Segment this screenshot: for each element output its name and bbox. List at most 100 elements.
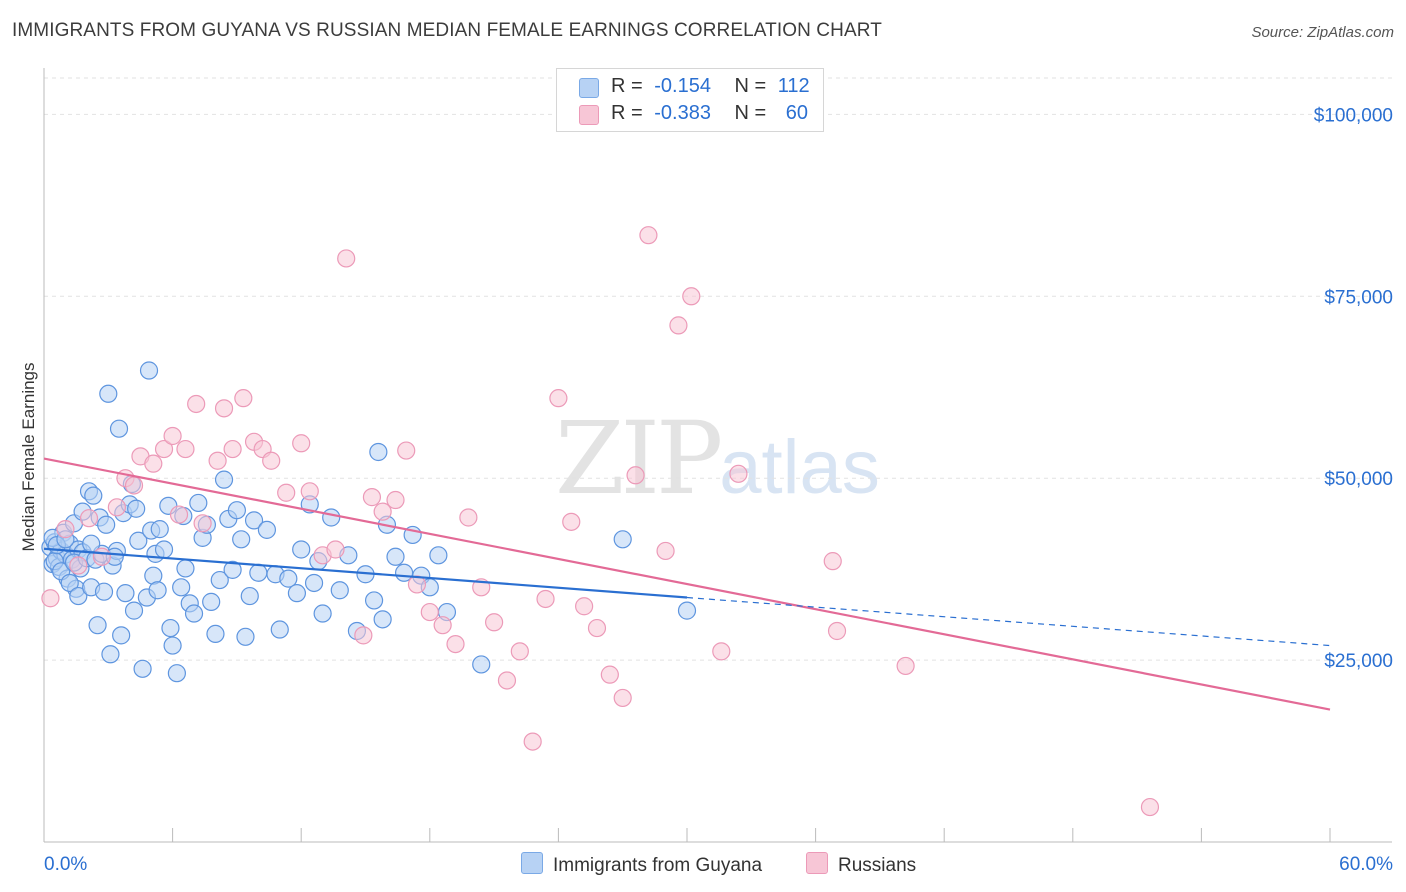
r-label: R = [611,75,643,97]
guyana-point [244,511,264,530]
guyana-point [386,547,405,566]
guyana-point [161,618,180,638]
russians-point [669,316,688,335]
russians-point [69,556,88,575]
russians-point [154,439,174,459]
y-tick-label: $100,000 [1314,105,1393,126]
russians-point [656,541,675,561]
guyana-point [677,601,697,620]
guyana-point [279,569,298,588]
russians-point [362,488,382,507]
legend-swatch-russians [579,105,599,125]
y-tick-label: $50,000 [1324,469,1393,490]
trend-lines [43,457,1331,711]
russians-point [214,399,234,418]
n-label: N = [734,102,767,124]
guyana-point [154,540,174,559]
guyana-point [116,584,135,603]
guyana-point [167,664,186,683]
guyana-point [429,546,448,565]
guyana-point [223,560,242,579]
russians-point [510,642,529,661]
guyana-point [202,592,221,611]
russians-point [536,589,555,609]
russians-point [124,476,144,495]
x-tick-label: 0.0% [44,854,87,875]
y-tick-label: $75,000 [1324,287,1393,308]
russians-point [163,426,182,446]
guyana-point [206,624,225,644]
guyana-point [124,601,144,620]
russians-point [262,451,281,470]
guyana-point [330,581,349,600]
russians-point [600,665,619,684]
guyana-point [184,604,204,623]
guyana-point [109,419,129,438]
guyana-point [94,582,114,601]
guyana-point [112,626,131,645]
russians-point [827,621,847,641]
gridlines [44,77,1392,661]
guyana-point [148,581,167,600]
guyana-trend-line [43,547,688,599]
guyana-point [214,470,234,489]
russians-point [587,618,607,638]
guyana-point [127,499,146,518]
guyana-point [304,573,324,593]
russians-point [433,616,452,635]
russians-point [497,671,517,690]
russians-point [613,688,632,708]
russians-point [682,287,701,306]
guyana-point [84,486,103,505]
guyana-point [227,501,246,520]
guyana-point [472,655,491,674]
series-russians-points [41,226,1160,817]
guyana-point [232,530,251,549]
russians-point [729,464,748,483]
russians-point [176,439,195,459]
r-label: R = [611,102,643,124]
x-tick-label: 60.0% [1339,854,1393,875]
series-guyana-points [41,361,697,683]
russians-point [407,575,427,594]
guyana-point [257,520,277,539]
guyana-point [287,584,307,603]
guyana-point [236,627,255,646]
russians-point [626,466,645,485]
russians-point [234,389,253,408]
guyana-point [97,515,116,534]
russians-point [354,626,373,645]
russians-point [373,502,392,521]
bottom-legend-russians: Russians [806,852,916,877]
guyana-point [322,508,341,527]
guyana-point [270,620,289,639]
bottom-legend-label-guyana: Immigrants from Guyana [553,855,763,876]
russians-point [575,597,594,616]
guyana-point [249,563,268,582]
n-value: 112 [777,75,810,97]
bottom-swatch-russians [806,852,828,874]
russians-point [639,226,658,245]
russians-point [896,656,915,676]
russians-point [326,540,345,559]
source-label: Source: ZipAtlas.com [1251,24,1394,41]
guyana-point [60,573,79,593]
bottom-legend-label-russians: Russians [838,855,917,876]
russians-point [485,613,504,632]
y-axis-label: Median Female Earnings [19,363,38,552]
bottom-legend-guyana: Immigrants from Guyana [521,852,762,877]
tick-labels: $25,000 $50,000 $75,000 $100,000 0.0% 60.0% Me… [19,105,1393,875]
guyana-point [176,559,195,578]
russians-point [562,512,581,531]
bottom-swatch-guyana [521,852,543,874]
russians-point [92,547,111,566]
russians-point [79,509,99,528]
correlation-legend: R = -0.154 N = 112 R = -0.383 N = 60 [556,68,824,132]
y-tick-label: $25,000 [1324,651,1393,672]
guyana-point [189,493,208,513]
guyana-point [292,540,311,559]
russians-point [712,642,731,661]
russians-point [208,451,227,470]
russians-point [41,589,60,608]
russians-point [187,394,206,414]
